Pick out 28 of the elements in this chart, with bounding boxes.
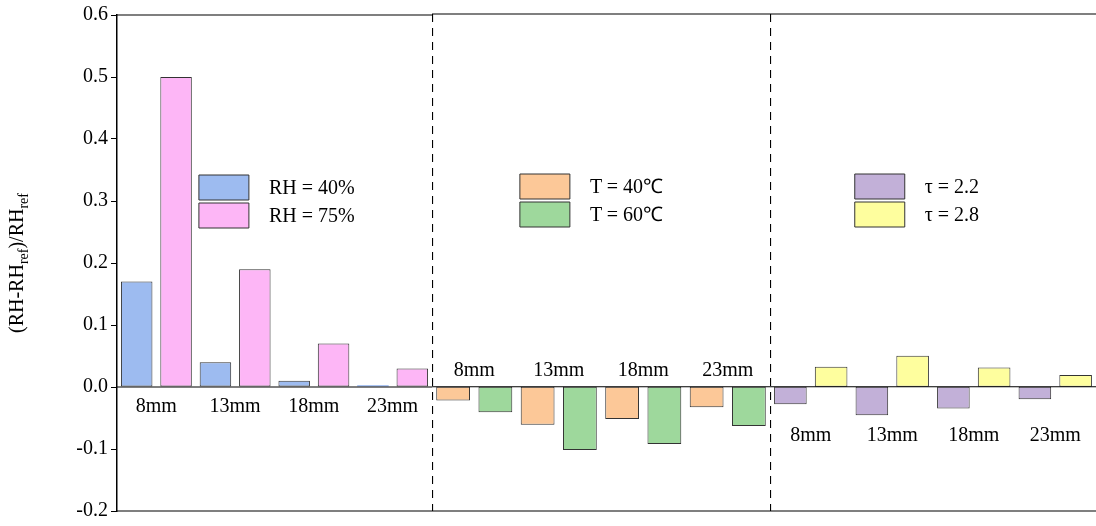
legend-label: τ = 2.8 [924, 203, 980, 226]
y-tick-label: 0.5 [83, 64, 108, 87]
y-tick-label: 0.4 [83, 126, 108, 149]
x-tick-label: 13mm [209, 394, 262, 417]
y-tick-label: 0.2 [83, 250, 108, 273]
y-tick-label: -0.2 [76, 498, 108, 521]
x-tick-label: 8mm [790, 422, 832, 445]
x-tick-label: 13mm [866, 422, 919, 445]
legend-label: T = 60℃ [589, 203, 664, 226]
legend-label: τ = 2.2 [924, 175, 980, 198]
x-tick-label: 13mm [533, 358, 585, 380]
x-tick-label: 18mm [288, 394, 340, 417]
y-tick-label: -0.1 [76, 436, 108, 459]
x-tick-label: 18mm [948, 422, 1000, 445]
legend-label: RH = 75% [268, 204, 355, 227]
x-tick-label: 8mm [135, 394, 178, 417]
legend-label: RH = 40% [268, 176, 355, 199]
x-tick-label: 23mm [367, 394, 419, 417]
x-tick-label: 8mm [453, 358, 496, 380]
y-tick-label: 0.6 [83, 2, 108, 25]
y-axis-title: (RH-RHref)/RHref [5, 192, 31, 333]
y-tick-label: 0.3 [83, 188, 108, 211]
y-tick-label: 0.0 [83, 374, 108, 397]
y-tick-label: 0.1 [83, 312, 108, 335]
x-tick-label: 23mm [1029, 422, 1082, 445]
x-tick-label: 18mm [617, 358, 670, 380]
legend-label: T = 40℃ [589, 175, 664, 198]
x-tick-label: 23mm [702, 358, 754, 380]
